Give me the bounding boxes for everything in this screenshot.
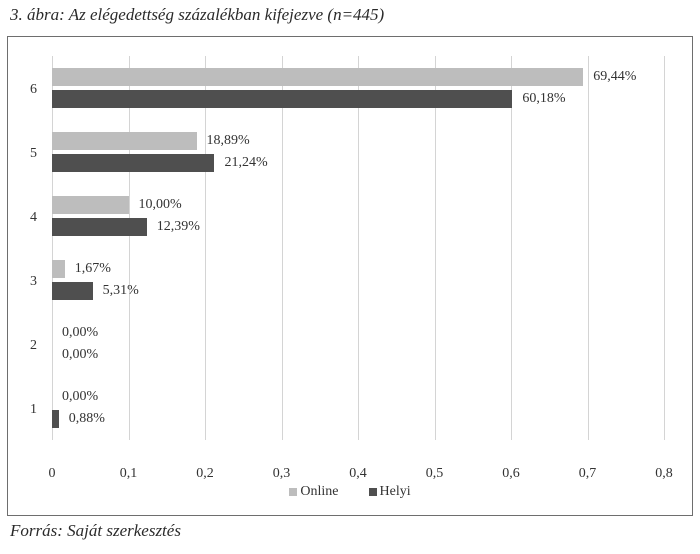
data-label: 18,89% [206,133,250,148]
data-label: 10,00% [138,197,182,212]
x-tick-label: 0,8 [655,466,673,481]
legend-label: Online [300,484,339,499]
gridline [434,56,436,440]
bar-helyi [52,90,513,108]
data-label: 69,44% [593,69,637,84]
legend-label: Helyi [379,484,411,499]
legend-item-helyi: Helyi [368,484,411,500]
bar-online [52,196,129,214]
x-tick-label: 0,5 [425,466,444,481]
legend-swatch [368,488,377,496]
x-tick-label: 0 [48,466,56,481]
legend-swatch [289,488,298,496]
data-label: 12,39% [156,219,200,234]
figure-caption: 3. ábra: Az elégedettség százalékban kif… [10,5,385,24]
y-category-label: 3 [30,274,37,289]
gridline [358,56,359,440]
y-category-label: 4 [30,210,37,225]
bar-helyi [52,410,59,428]
x-tick-label: 0,4 [349,466,367,481]
x-tick-label: 0,3 [272,466,291,481]
data-label: 60,18% [522,91,566,106]
x-tick-label: 0,7 [578,466,597,481]
gridline [281,56,283,440]
gridline [205,56,206,440]
legend: Online Helyi [8,484,692,500]
bar-helyi [52,218,147,236]
source-note: Forrás: Saját szerkesztés [10,521,181,540]
bar-helyi [52,282,93,300]
gridline [511,56,512,440]
x-tick-label: 0,1 [119,466,138,481]
y-category-label: 1 [30,402,37,417]
bar-online [52,68,584,86]
bar-online [52,132,197,150]
data-label: 0,88% [68,411,105,426]
plot-area: 0 0,1 0,2 0,3 0,4 0,5 0,6 0,7 0,8 6 69,44% 60,18% 5 1… [30,56,673,481]
gridline [52,56,53,440]
data-label: 0,00% [62,347,99,362]
chart-frame: 0 0,1 0,2 0,3 0,4 0,5 0,6 0,7 0,8 6 69,44% 60,18% 5 1… [7,36,693,516]
data-label: 0,00% [62,389,99,404]
x-tick-label: 0,2 [196,466,214,481]
data-label: 21,24% [224,155,268,170]
bar-online [52,260,65,278]
y-category-label: 5 [30,146,37,161]
bar-helyi [52,154,215,172]
gridline [664,56,665,440]
data-label: 5,31% [102,283,139,298]
legend-item-online: Online [289,484,339,500]
x-tick-label: 0,6 [502,466,520,481]
gridline [587,56,589,440]
y-category-label: 6 [30,82,37,97]
data-label: 0,00% [62,325,99,340]
gridline [128,56,130,440]
data-label: 1,67% [74,261,111,276]
y-category-label: 2 [30,338,37,353]
